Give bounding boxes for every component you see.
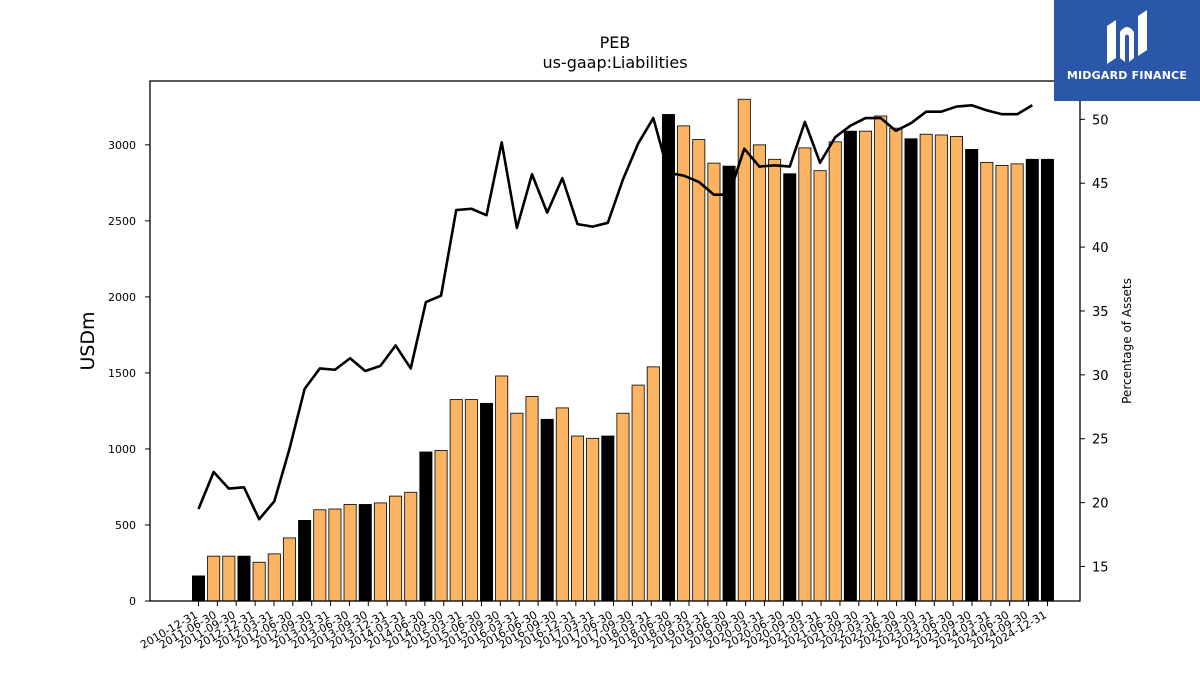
y2-tick-label: 45 [1092, 177, 1109, 192]
y-tick-label: 1500 [108, 367, 136, 380]
y2-tick-label: 20 [1092, 497, 1109, 512]
bar [692, 139, 706, 602]
bar [601, 435, 615, 602]
bar [798, 147, 812, 602]
bar [843, 130, 857, 602]
bar [404, 491, 418, 602]
y2-axis-ticks: 15 20 25 30 35 40 45 50 [1080, 113, 1109, 576]
bar [237, 555, 251, 602]
plot-frame [149, 80, 1081, 602]
bars-layer [191, 98, 1054, 602]
brand-mark-icon [1107, 10, 1147, 64]
bar [737, 98, 751, 602]
bar [222, 555, 236, 602]
brand-logo: MIDGARD FINANCE [1054, 0, 1200, 101]
y2-tick-label: 40 [1092, 241, 1109, 256]
bar [495, 375, 509, 602]
bar [919, 133, 933, 602]
bar [1040, 158, 1054, 602]
bar [722, 165, 736, 602]
y-tick-label: 3000 [108, 139, 136, 152]
bar [525, 396, 539, 602]
bar [571, 435, 585, 602]
bar [904, 138, 918, 602]
bar [1010, 163, 1024, 602]
bar [1025, 158, 1039, 602]
bar [859, 130, 873, 602]
y2-tick-label: 30 [1092, 369, 1109, 384]
bar [313, 509, 327, 602]
bar [661, 114, 675, 602]
bar [434, 450, 448, 602]
chart-title: PEB [600, 33, 631, 52]
bar [965, 149, 979, 602]
bar [328, 508, 342, 602]
bar [783, 173, 797, 602]
bar [267, 553, 281, 602]
chart-subtitle: us-gaap:Liabilities [542, 53, 687, 72]
bar [298, 520, 312, 602]
percentage-line [197, 103, 1033, 521]
bar [934, 134, 948, 602]
bar [707, 162, 721, 602]
bar [980, 161, 994, 602]
bar [828, 141, 842, 602]
bar [555, 407, 569, 602]
bar [874, 115, 888, 602]
y-tick-label: 0 [129, 595, 136, 608]
line-layer [197, 103, 1033, 521]
y-tick-label: 1000 [108, 443, 136, 456]
bar [616, 412, 630, 602]
bar [510, 412, 524, 602]
bar [480, 402, 494, 602]
bar [995, 164, 1009, 602]
bar [631, 384, 645, 602]
bar [768, 158, 782, 602]
bar [389, 495, 403, 602]
y-tick-label: 2500 [108, 215, 136, 228]
bar [889, 127, 903, 602]
bar [646, 366, 660, 602]
bar [419, 451, 433, 602]
bar [373, 502, 387, 602]
y2-tick-label: 25 [1092, 433, 1109, 448]
y2-tick-label: 35 [1092, 305, 1109, 320]
bar [343, 504, 357, 602]
bar [191, 575, 205, 602]
y-axis-label: USDm [77, 311, 99, 370]
x-axis-ticks: 2010-12-312011-06-302011-09-302012-12-31… [138, 601, 1049, 652]
y-tick-label: 2000 [108, 291, 136, 304]
brand-name: MIDGARD FINANCE [1066, 69, 1188, 82]
bar [677, 125, 691, 602]
bar [252, 561, 266, 602]
bar [586, 437, 600, 602]
y-axis-ticks: 0 500 1000 1500 2000 2500 3000 [108, 139, 150, 608]
bar [950, 136, 964, 602]
y2-axis-label: Percentage of Assets [1120, 278, 1134, 404]
y-tick-label: 500 [115, 519, 136, 532]
bar [358, 504, 372, 602]
y2-tick-label: 50 [1092, 113, 1109, 128]
bar [540, 418, 554, 602]
y2-tick-label: 15 [1092, 561, 1109, 576]
bar [752, 144, 766, 602]
bar [282, 537, 296, 602]
bar [464, 399, 478, 602]
bar [813, 170, 827, 602]
bar [449, 399, 463, 602]
bar [207, 555, 221, 602]
